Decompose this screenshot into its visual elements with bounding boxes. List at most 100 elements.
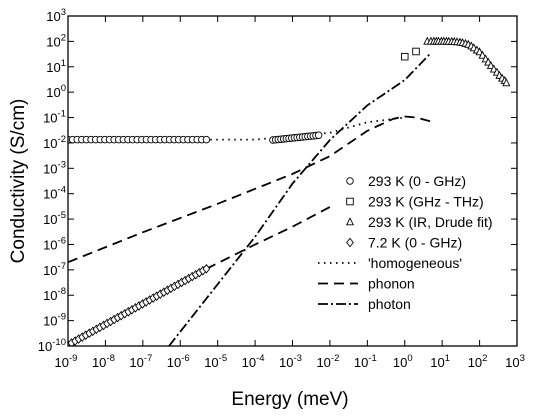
legend-label: photon [368, 296, 411, 312]
tick-exponent: -5 [219, 353, 227, 364]
dashed-series-line [68, 115, 432, 264]
legend-square-marker [346, 197, 354, 206]
y-tick-label: 101 [46, 58, 66, 75]
tick-mantissa: 10 [38, 339, 52, 354]
tick-mantissa: 10 [46, 9, 60, 24]
x-tick-label: 10-9 [55, 353, 78, 370]
tick-mantissa: 10 [316, 355, 330, 370]
tick-exponent: 1 [61, 58, 66, 69]
tick-mantissa: 10 [43, 136, 57, 151]
tick-mantissa: 10 [92, 355, 106, 370]
x-tick-label: 10-6 [167, 353, 190, 370]
tick-exponent: -1 [368, 353, 376, 364]
tick-exponent: -7 [58, 261, 66, 272]
y-tick-label: 10-5 [43, 210, 66, 227]
tick-exponent: 2 [61, 32, 66, 43]
tick-exponent: 0 [61, 83, 66, 94]
square-data-point [401, 52, 409, 61]
tick-exponent: -6 [181, 353, 189, 364]
tick-exponent: -1 [58, 109, 66, 120]
tick-mantissa: 10 [46, 60, 60, 75]
tick-mantissa: 10 [43, 111, 57, 126]
x-tick-label: 10-8 [92, 353, 115, 370]
tick-exponent: -5 [58, 210, 66, 221]
y-tick-label: 10-9 [43, 312, 66, 329]
triangle-data-point [486, 60, 495, 69]
square-data-point [412, 47, 420, 56]
y-tick-label: 103 [46, 7, 66, 24]
legend-label: phonon [368, 276, 415, 292]
tick-mantissa: 10 [43, 187, 57, 202]
tick-exponent: -8 [106, 353, 114, 364]
x-tick-label: 10-3 [279, 353, 302, 370]
marker-series [68, 36, 511, 346]
y-tick-label: 10-6 [43, 235, 66, 252]
diamond-data-point [202, 263, 211, 274]
y-tick-label: 10-7 [43, 261, 66, 278]
triangle-data-point [502, 78, 511, 87]
tick-mantissa: 10 [242, 355, 256, 370]
tick-exponent: -6 [58, 235, 66, 246]
tick-exponent: 1 [445, 353, 450, 364]
x-tick-label: 10-5 [204, 353, 227, 370]
triangle-data-point [478, 50, 487, 59]
y-axis-label: Conductivity (S/cm) [8, 99, 29, 264]
legend-label: 7.2 K (0 - GHz) [368, 235, 462, 251]
x-tick-label: 101 [430, 353, 450, 370]
tick-exponent: 0 [407, 353, 412, 364]
tick-mantissa: 10 [55, 355, 69, 370]
x-tick-label: 100 [393, 353, 413, 370]
y-tick-label: 100 [46, 83, 66, 100]
tick-exponent: -2 [58, 134, 66, 145]
legend-label: 293 K (IR, Drude fit) [368, 214, 493, 230]
dashed-series-line [205, 206, 331, 270]
tick-mantissa: 10 [393, 355, 407, 370]
tick-mantissa: 10 [129, 355, 143, 370]
tick-exponent: -3 [58, 159, 66, 170]
tick-mantissa: 10 [167, 355, 181, 370]
x-tick-label: 10-4 [242, 353, 265, 370]
tick-mantissa: 10 [43, 288, 57, 303]
tick-exponent: -9 [58, 312, 66, 323]
tick-mantissa: 10 [354, 355, 368, 370]
tick-mantissa: 10 [43, 263, 57, 278]
tick-exponent: -9 [69, 353, 77, 364]
tick-exponent: -7 [144, 353, 152, 364]
x-tick-label: 10-1 [354, 353, 377, 370]
x-tick-label: 102 [468, 353, 488, 370]
plot-area: 10-9 10-8 10-7 10-6 10-5 10-4 10-3 10-2 10-1 100 1… [38, 7, 525, 370]
tick-mantissa: 10 [43, 212, 57, 227]
tick-mantissa: 10 [505, 355, 519, 370]
tick-exponent: -4 [58, 185, 66, 196]
tick-exponent: -4 [256, 353, 264, 364]
legend-label: 293 K (0 - GHz) [368, 173, 466, 189]
line-series [68, 52, 432, 346]
y-tick-label: 102 [46, 32, 66, 49]
tick-mantissa: 10 [430, 355, 444, 370]
x-tick-label: 10-7 [129, 353, 152, 370]
x-tick-label: 103 [505, 353, 525, 370]
tick-exponent: -8 [58, 286, 66, 297]
tick-exponent: -10 [52, 337, 66, 348]
tick-mantissa: 10 [204, 355, 218, 370]
tick-mantissa: 10 [468, 355, 482, 370]
y-tick-label: 10-8 [43, 286, 66, 303]
plot-frame [67, 15, 518, 347]
tick-exponent: 3 [61, 7, 66, 18]
tick-mantissa: 10 [43, 161, 57, 176]
tick-exponent: -2 [331, 353, 339, 364]
legend-label: 293 K (GHz - THz) [368, 194, 484, 210]
y-tick-label: 10-10 [38, 337, 66, 354]
legend-diamond-marker [346, 237, 354, 248]
tick-mantissa: 10 [43, 314, 57, 329]
tick-mantissa: 10 [43, 237, 57, 252]
y-tick-label: 10-1 [43, 109, 66, 126]
circle-data-point [314, 131, 323, 140]
y-tick-label: 10-4 [43, 185, 66, 202]
y-tick-label: 10-3 [43, 159, 66, 176]
tick-exponent: -3 [294, 353, 302, 364]
tick-mantissa: 10 [279, 355, 293, 370]
legend: 293 K (0 - GHz) 293 K (GHz - THz) 293 K (I… [318, 173, 493, 312]
legend-circle-marker [346, 177, 354, 185]
